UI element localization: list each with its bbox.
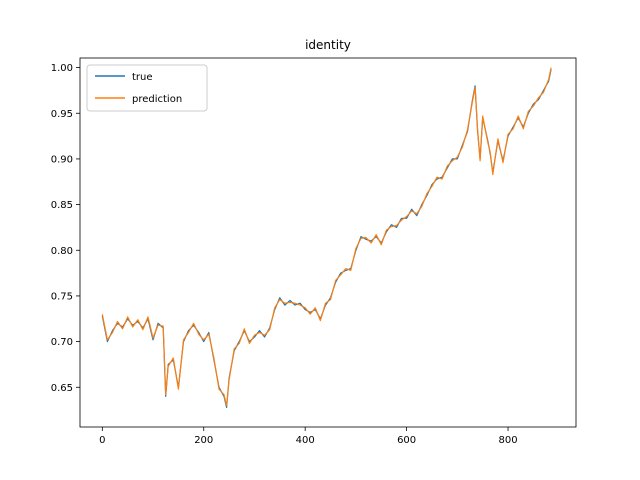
y-tick-label: 0.80 [51,246,73,257]
y-tick-label: 1.00 [51,63,73,74]
y-tick-label: 0.75 [51,291,73,302]
x-tick-label: 200 [194,435,213,446]
plot-frame [79,57,577,428]
x-tick-label: 800 [498,435,517,446]
legend-label-prediction: prediction [132,94,182,105]
series-line-prediction [101,67,552,407]
legend-label-true: true [132,72,153,83]
series-layer [101,67,552,408]
x-tick-label: 0 [99,435,105,446]
chart-title: identity [305,38,351,52]
x-tick-label: 400 [296,435,315,446]
legend: true prediction [86,64,208,112]
y-tick-label: 0.65 [51,383,73,394]
x-tick-label: 600 [397,435,416,446]
y-tick-label: 0.85 [51,200,73,211]
axes-layer: 0 200 400 600 800 0.65 0.70 0.75 0.80 0.85 0.90 0.9… [51,57,577,446]
y-tick-label: 0.95 [51,109,73,120]
y-tick-label: 0.70 [51,337,73,348]
y-tick-label: 0.90 [51,154,73,165]
